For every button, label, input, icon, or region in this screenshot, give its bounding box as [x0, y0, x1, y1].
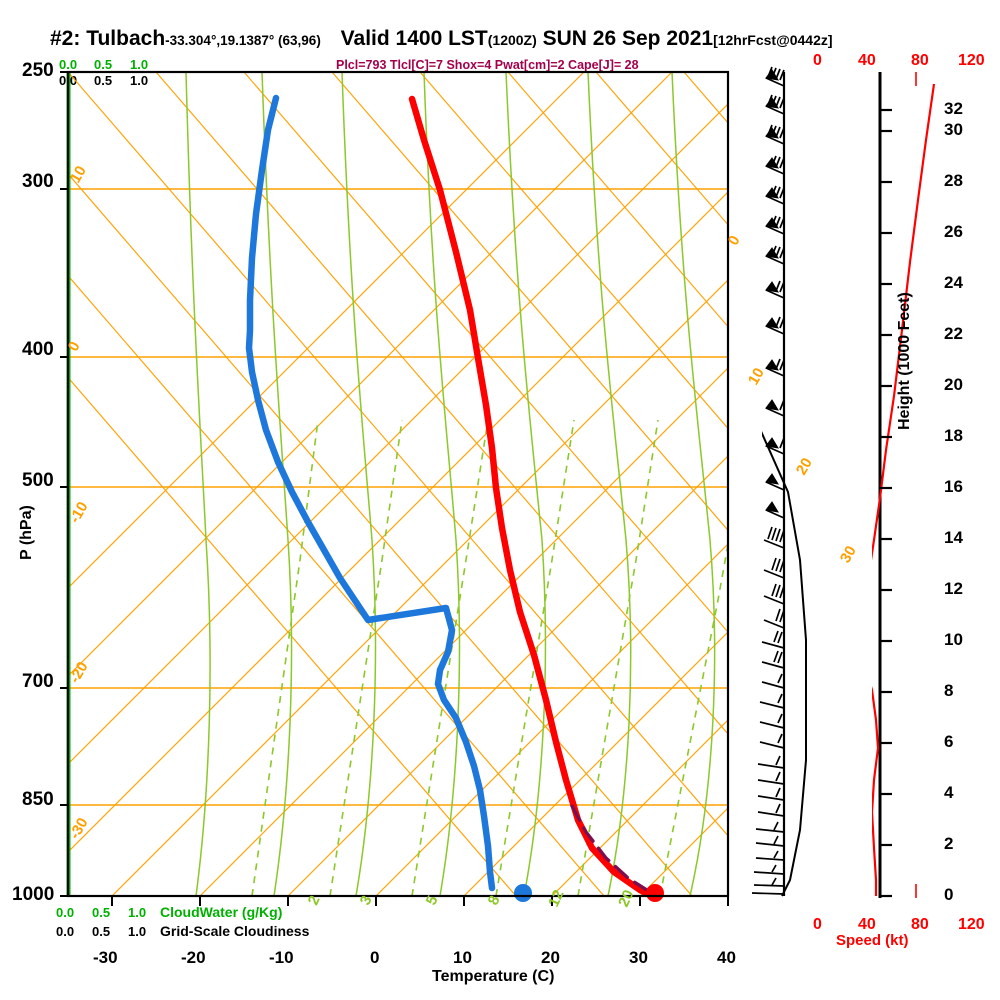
- height-tick-32: 32: [944, 99, 963, 118]
- height-tick-24: 24: [944, 273, 963, 292]
- temperature-tick-20: 20: [541, 948, 560, 967]
- dewpoint-curve: [245, 94, 496, 892]
- height-tick-10: 10: [944, 630, 963, 649]
- bottom-cloudwater-tick-2: 1.0: [128, 905, 147, 920]
- height-tick-14: 14: [944, 528, 963, 547]
- pressure-tick-250: 250: [22, 60, 54, 81]
- station-id: #2:: [50, 27, 81, 50]
- temperature-tick-0: 0: [370, 948, 380, 967]
- speed-tick-top-40: 40: [858, 52, 876, 69]
- height-tick-2: 2: [944, 834, 954, 853]
- surface-dewpoint-dot: [514, 884, 532, 902]
- height-tick-8: 8: [944, 681, 954, 700]
- pressure-tick-500: 500: [22, 470, 54, 491]
- pressure-tick-group: [60, 71, 68, 897]
- height-tick-0: 0: [944, 885, 954, 904]
- station-coords: -33.304°,19.1387° (63,96): [165, 33, 321, 48]
- height-tick-16: 16: [944, 477, 963, 496]
- speed-tick-bottom-120: 120: [958, 916, 985, 933]
- height-tick-6: 6: [944, 732, 954, 751]
- pressure-tick-400: 400: [22, 339, 54, 360]
- valid-time: Valid 1400 LST: [340, 27, 488, 50]
- valid-date: SUN 26 Sep 2021: [542, 27, 714, 50]
- speed-tick-bottom-80: 80: [911, 916, 929, 933]
- temperature-tick--10: -10: [269, 948, 294, 967]
- temperature-tick-10: 10: [453, 948, 472, 967]
- bottom-cloudwater-tick-0: 0.0: [56, 905, 75, 920]
- speed-tick-bottom-40: 40: [858, 916, 876, 933]
- temperature-tick--30: -30: [93, 948, 118, 967]
- temperature-tick-30: 30: [629, 948, 648, 967]
- bottom-cloudiness-label: Grid-Scale Cloudiness: [160, 923, 310, 939]
- wind-panel-outline: [762, 431, 807, 897]
- height-tick-22: 22: [944, 324, 963, 343]
- bottom-cloudiness-tick-2: 1.0: [128, 924, 147, 939]
- top-cloudwater-tick-2: 1.0: [130, 57, 149, 72]
- bottom-cloudwater-label: CloudWater (g/Kg): [160, 904, 283, 920]
- station-name: Tulbach: [86, 27, 166, 50]
- speed-panel-frame: [872, 72, 994, 898]
- plot-frame: [66, 70, 730, 898]
- speed-profile-curve: [872, 83, 936, 896]
- height-tick-28: 28: [944, 171, 963, 190]
- speed-tick-bottom-0: 0: [813, 916, 822, 933]
- top-cloudiness-tick-2: 1.0: [130, 73, 149, 88]
- top-cloudwater-tick-0: 0.0: [59, 57, 78, 72]
- pressure-tick-300: 300: [22, 171, 54, 192]
- speed-tick-top-80: 80: [911, 52, 929, 69]
- height-tick-26: 26: [944, 222, 963, 241]
- height-tick-18: 18: [944, 426, 963, 445]
- top-cloudiness-tick-1: 0.5: [94, 73, 113, 88]
- height-tick-20: 20: [944, 375, 963, 394]
- height-tick-12: 12: [944, 579, 963, 598]
- forecast-tag: [12hrFcst@0442z]: [713, 32, 833, 48]
- surface-temperature-dot: [646, 884, 664, 902]
- bottom-cloudiness-tick-1: 0.5: [92, 924, 111, 939]
- bottom-cloudwater-tick-1: 0.5: [92, 905, 111, 920]
- pressure-tick-700: 700: [22, 671, 54, 692]
- temperature-tick-group: [111, 896, 729, 906]
- speed-axis-label: Speed (kt): [836, 932, 909, 949]
- temperature-axis-label: Temperature (C): [432, 968, 555, 985]
- parcel-path-curve: [570, 804, 652, 894]
- pressure-tick-1000: 1000: [12, 884, 55, 905]
- temperature-tick-40: 40: [717, 948, 736, 967]
- temperature-curve: [408, 95, 656, 898]
- sounding-parameters: Plcl=793 Tlcl[C]=7 Shox=4 Pwat[cm]=2 Cap…: [336, 58, 639, 72]
- speed-tick-top-0: 0: [813, 52, 822, 69]
- height-axis-label: Height (1000 Feet): [896, 292, 913, 430]
- pressure-tick-850: 850: [22, 789, 54, 810]
- valid-time-z: (1200Z): [487, 32, 537, 48]
- height-tick-4: 4: [944, 783, 954, 802]
- page-title: #2: Tulbach-33.304°,19.1387° (63,96) Val…: [50, 27, 833, 51]
- wind-barb-group: [751, 66, 785, 895]
- temperature-tick--20: -20: [181, 948, 206, 967]
- speed-tick-top-120: 120: [958, 52, 985, 69]
- bottom-cloudiness-tick-0: 0.0: [56, 924, 75, 939]
- top-cloudwater-tick-1: 0.5: [94, 57, 113, 72]
- height-tick-group: [880, 108, 892, 898]
- height-tick-30: 30: [944, 120, 963, 139]
